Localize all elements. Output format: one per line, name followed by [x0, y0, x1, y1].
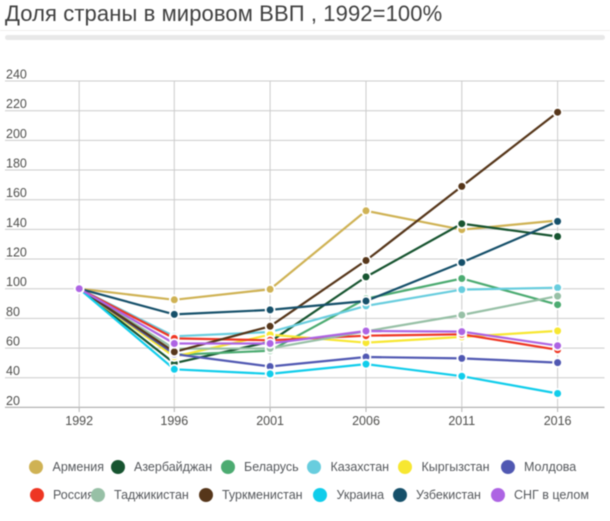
svg-text:2001: 2001 [256, 414, 284, 428]
svg-text:1992: 1992 [65, 414, 93, 428]
svg-text:160: 160 [6, 186, 27, 200]
svg-text:220: 220 [6, 97, 27, 111]
svg-text:140: 140 [6, 216, 27, 230]
svg-text:60: 60 [6, 335, 20, 349]
svg-text:1996: 1996 [160, 414, 188, 428]
svg-text:100: 100 [6, 275, 27, 289]
svg-text:80: 80 [6, 305, 20, 319]
svg-text:2006: 2006 [352, 414, 380, 428]
svg-text:120: 120 [6, 246, 27, 260]
svg-text:40: 40 [6, 364, 20, 378]
svg-text:2011: 2011 [448, 414, 475, 428]
svg-text:20: 20 [6, 394, 20, 408]
svg-text:2016: 2016 [544, 414, 572, 428]
svg-text:180: 180 [6, 157, 27, 171]
svg-text:240: 240 [6, 68, 27, 82]
svg-text:200: 200 [6, 127, 27, 141]
